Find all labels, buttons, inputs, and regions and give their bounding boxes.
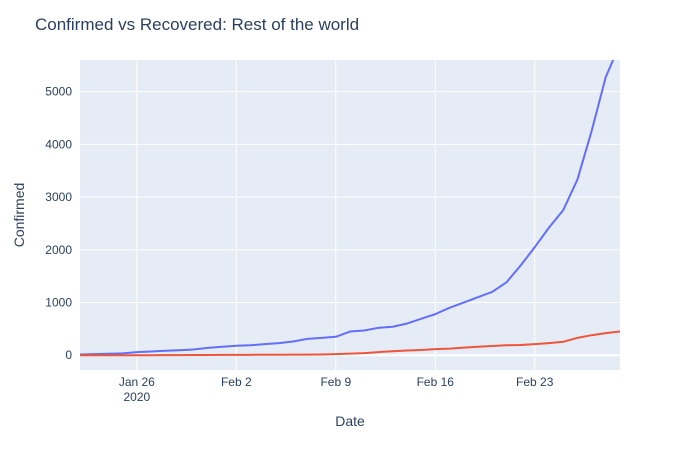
x-tick-label: Jan 26 [119, 375, 155, 389]
y-tick-label: 2000 [45, 243, 72, 257]
series-line-1 [80, 330, 620, 357]
series-layer [80, 60, 620, 357]
x-tick-label: Feb 23 [516, 375, 554, 389]
chart-title: Confirmed vs Recovered: Rest of the worl… [35, 15, 359, 34]
x-tick-label: Feb 16 [417, 375, 455, 389]
plot-background [80, 60, 620, 370]
grid [80, 60, 620, 370]
x-tick-label: Feb 2 [221, 375, 252, 389]
x-tick-year-label: 2020 [123, 390, 150, 404]
y-tick-label: 5000 [45, 85, 72, 99]
y-tick-label: 1000 [45, 296, 72, 310]
y-tick-label: 3000 [45, 190, 72, 204]
x-tick-label: Feb 9 [320, 375, 351, 389]
y-axis-title: Confirmed [11, 183, 27, 248]
y-axis-ticks: 0 1000 2000 3000 4000 5000 [45, 85, 72, 363]
series-line-0 [80, 60, 615, 356]
y-tick-label: 0 [65, 348, 72, 362]
x-axis-title: Date [335, 413, 365, 429]
y-tick-label: 4000 [45, 137, 72, 151]
